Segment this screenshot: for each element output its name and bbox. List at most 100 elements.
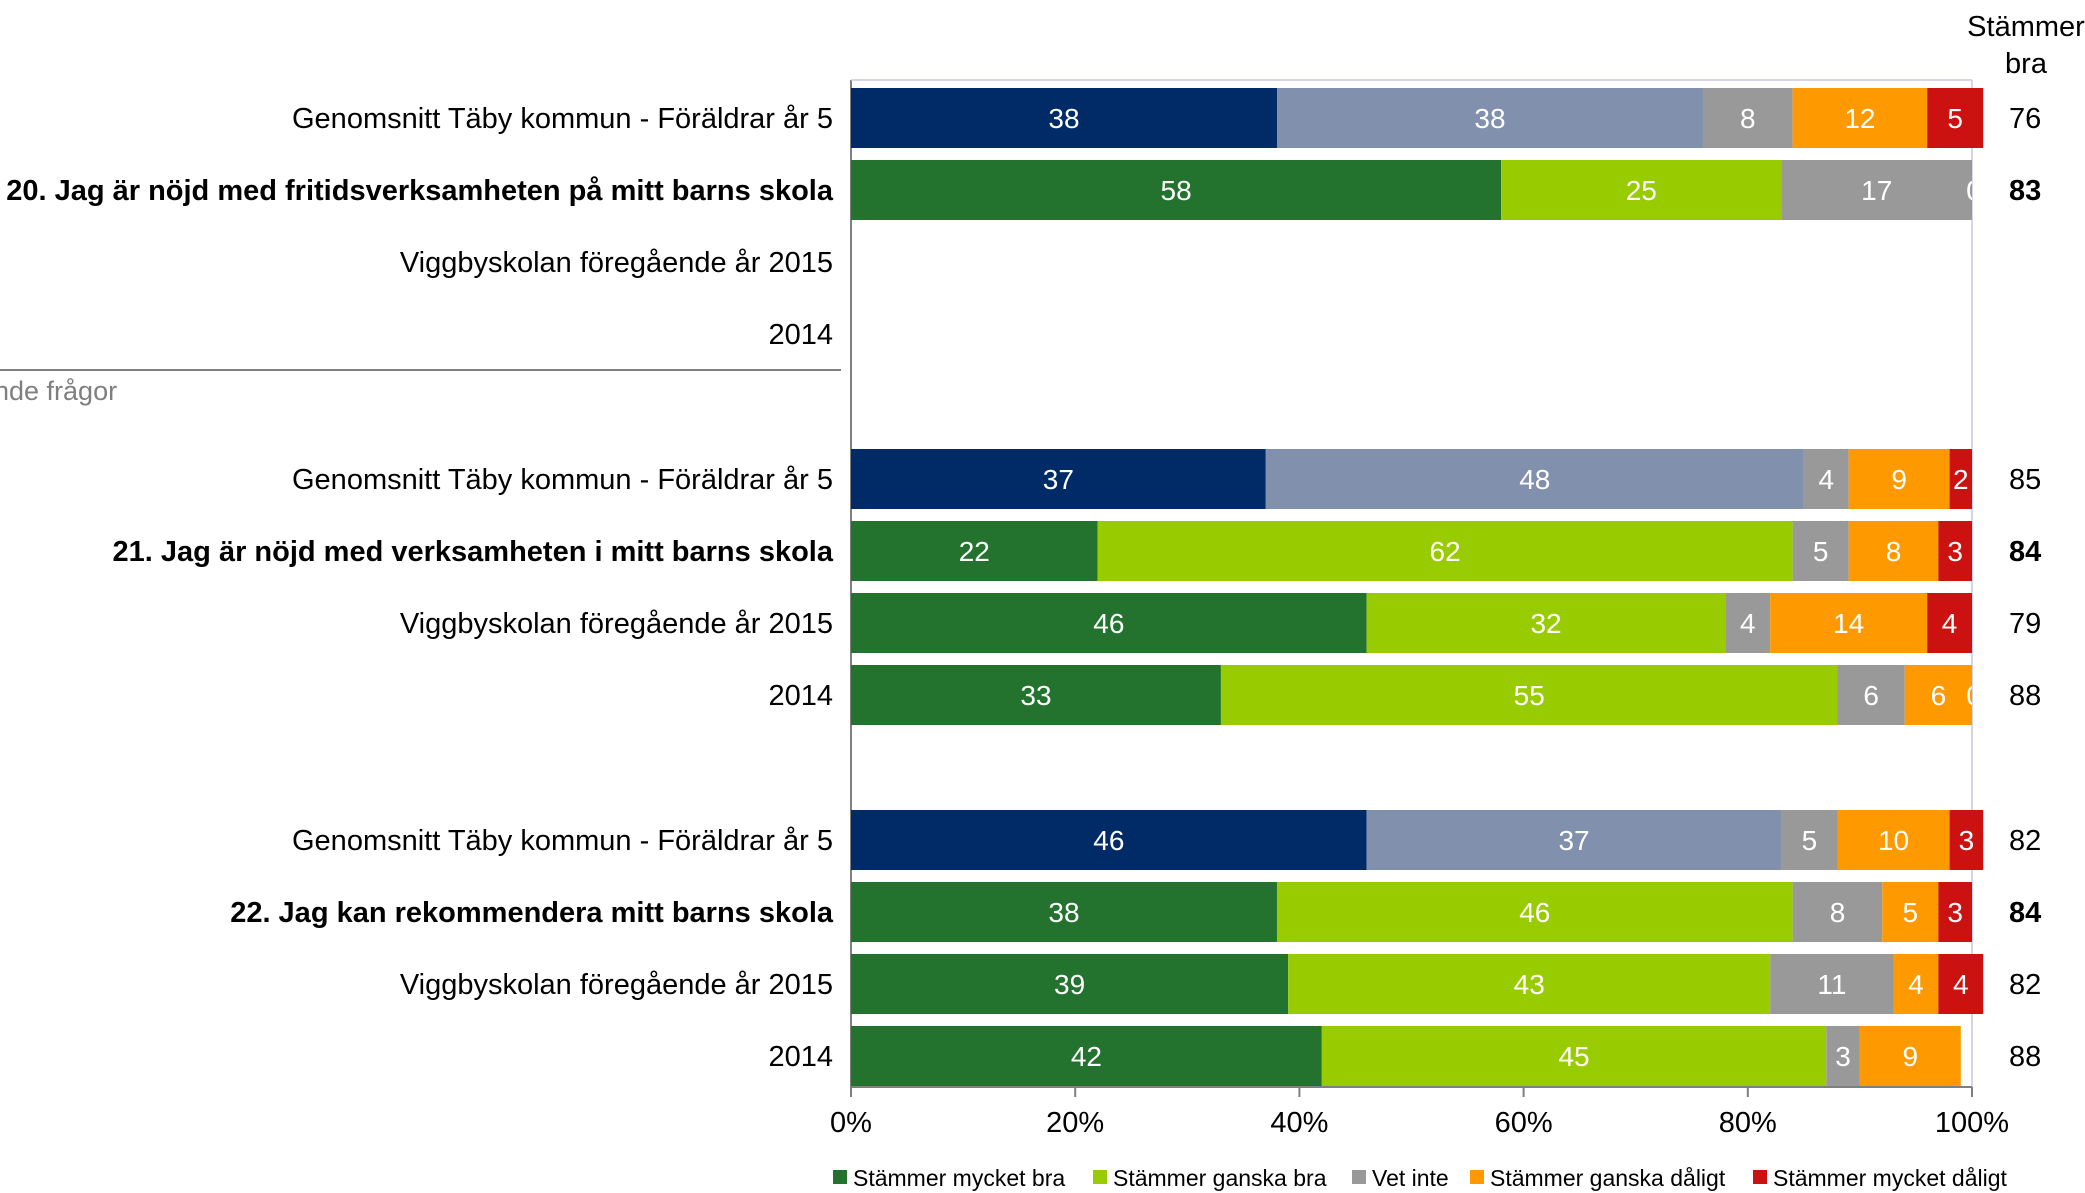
bar-segment bbox=[1220, 665, 1838, 725]
bar-value-label: 43 bbox=[1514, 969, 1545, 1000]
bar-segment bbox=[1792, 521, 1849, 581]
bar-segment bbox=[1848, 521, 1939, 581]
row-total: 82 bbox=[2009, 825, 2041, 857]
x-tick-label: 0% bbox=[830, 1107, 872, 1139]
bar-value-label: 48 bbox=[1519, 464, 1550, 495]
row-label: 2014 bbox=[768, 1041, 833, 1073]
bar-value-label: 12 bbox=[1844, 103, 1875, 134]
legend-swatch bbox=[1753, 1170, 1767, 1184]
bar-value-label: 0 bbox=[1966, 175, 1982, 206]
bar-value-label: 11 bbox=[1817, 969, 1846, 1000]
bar-segment bbox=[1882, 882, 1939, 942]
bar-segment bbox=[1792, 882, 1883, 942]
bar-value-label: 4 bbox=[1818, 464, 1834, 495]
bar-value-label: 55 bbox=[1514, 680, 1545, 711]
bar-value-label: 9 bbox=[1891, 464, 1907, 495]
row-label: 22. Jag kan rekommendera mitt barns skol… bbox=[230, 897, 834, 929]
legend-swatch bbox=[1470, 1170, 1484, 1184]
bar-segment bbox=[1276, 88, 1703, 148]
bar-segment bbox=[851, 521, 1098, 581]
row-total: 84 bbox=[2009, 536, 2041, 568]
legend-label: Vet inte bbox=[1372, 1165, 1449, 1191]
bar-segment bbox=[1702, 88, 1793, 148]
bar-segment bbox=[1949, 810, 1984, 870]
x-tick-label: 20% bbox=[1046, 1107, 1104, 1139]
bar-value-label: 58 bbox=[1161, 175, 1192, 206]
bar-value-label: 3 bbox=[1947, 536, 1963, 567]
row-total: 88 bbox=[2009, 680, 2041, 712]
bar-segment bbox=[851, 882, 1277, 942]
bar-segment bbox=[851, 810, 1367, 870]
row-label: 21. Jag är nöjd med verksamheten i mitt … bbox=[113, 536, 834, 568]
bar-segment bbox=[1927, 88, 1984, 148]
x-tick-label: 100% bbox=[1935, 1107, 2009, 1139]
row-total: 82 bbox=[2009, 969, 2041, 1001]
bar-value-label: 8 bbox=[1830, 897, 1846, 928]
bar-segment bbox=[1949, 449, 1972, 509]
bar-value-label: 4 bbox=[1953, 969, 1969, 1000]
bar-segment bbox=[1893, 954, 1939, 1014]
bar-value-label: 3 bbox=[1959, 825, 1975, 856]
bar-segment bbox=[1938, 954, 1984, 1014]
row-total: 76 bbox=[2009, 103, 2041, 135]
bar-segment bbox=[1781, 810, 1838, 870]
bar-segment bbox=[1792, 88, 1928, 148]
legend-swatch bbox=[1352, 1170, 1366, 1184]
bar-segment bbox=[1938, 521, 1972, 581]
row-label: Viggbyskolan föregående år 2015 bbox=[400, 608, 833, 640]
total-column-header: Stämmer bbox=[1967, 11, 2085, 43]
bar-value-label: 42 bbox=[1071, 1041, 1102, 1072]
bar-segment bbox=[1803, 449, 1849, 509]
bar-segment bbox=[851, 88, 1277, 148]
bar-segment bbox=[1265, 449, 1804, 509]
bar-value-label: 5 bbox=[1903, 897, 1919, 928]
legend-swatch bbox=[833, 1170, 847, 1184]
bar-segment bbox=[1097, 521, 1793, 581]
total-column-header: bra bbox=[2005, 48, 2048, 80]
bar-value-label: 62 bbox=[1430, 536, 1461, 567]
bar-segment bbox=[1927, 593, 1972, 653]
row-label: 2014 bbox=[768, 319, 833, 351]
bar-segment bbox=[851, 593, 1367, 653]
legend-label: Stämmer mycket bra bbox=[853, 1165, 1065, 1191]
bar-value-label: 10 bbox=[1878, 825, 1909, 856]
row-label: Viggbyskolan föregående år 2015 bbox=[400, 247, 833, 279]
bar-segment bbox=[851, 954, 1289, 1014]
bar-value-label: 6 bbox=[1931, 680, 1947, 711]
bar-segment bbox=[1837, 810, 1950, 870]
bar-segment bbox=[1366, 593, 1726, 653]
bar-value-label: 4 bbox=[1740, 608, 1756, 639]
bar-value-label: 8 bbox=[1740, 103, 1756, 134]
legend-label: Stämmer ganska dåligt bbox=[1490, 1165, 1726, 1191]
bar-value-label: 5 bbox=[1802, 825, 1818, 856]
bar-segment bbox=[1938, 882, 1972, 942]
x-tick-label: 80% bbox=[1719, 1107, 1777, 1139]
legend-swatch bbox=[1093, 1170, 1107, 1184]
bar-segment bbox=[1781, 160, 1972, 220]
row-label: 20. Jag är nöjd med fritidsverksamheten … bbox=[6, 175, 834, 207]
bar-value-label: 5 bbox=[1947, 103, 1963, 134]
bar-value-label: 38 bbox=[1474, 103, 1505, 134]
row-label: Genomsnitt Täby kommun - Föräldrar år 5 bbox=[292, 825, 833, 857]
row-label: Viggbyskolan föregående år 2015 bbox=[400, 969, 833, 1001]
bar-value-label: 8 bbox=[1886, 536, 1902, 567]
row-total: 88 bbox=[2009, 1041, 2041, 1073]
bar-value-label: 0 bbox=[1966, 680, 1982, 711]
bar-segment bbox=[1288, 954, 1771, 1014]
bar-segment bbox=[851, 1026, 1322, 1086]
bar-segment bbox=[1770, 593, 1928, 653]
bar-value-label: 37 bbox=[1558, 825, 1589, 856]
bar-value-label: 33 bbox=[1020, 680, 1051, 711]
bar-value-label: 46 bbox=[1519, 897, 1550, 928]
x-tick-label: 60% bbox=[1495, 1107, 1553, 1139]
bar-value-label: 46 bbox=[1093, 608, 1124, 639]
bar-segment bbox=[851, 160, 1502, 220]
bar-segment bbox=[1276, 882, 1793, 942]
legend-label: Stämmer ganska bra bbox=[1113, 1165, 1327, 1191]
bar-value-label: 46 bbox=[1093, 825, 1124, 856]
bar-value-label: 3 bbox=[1947, 897, 1963, 928]
bar-value-label: 4 bbox=[1942, 608, 1958, 639]
bar-value-label: 38 bbox=[1048, 103, 1079, 134]
bar-segment bbox=[1904, 665, 1972, 725]
